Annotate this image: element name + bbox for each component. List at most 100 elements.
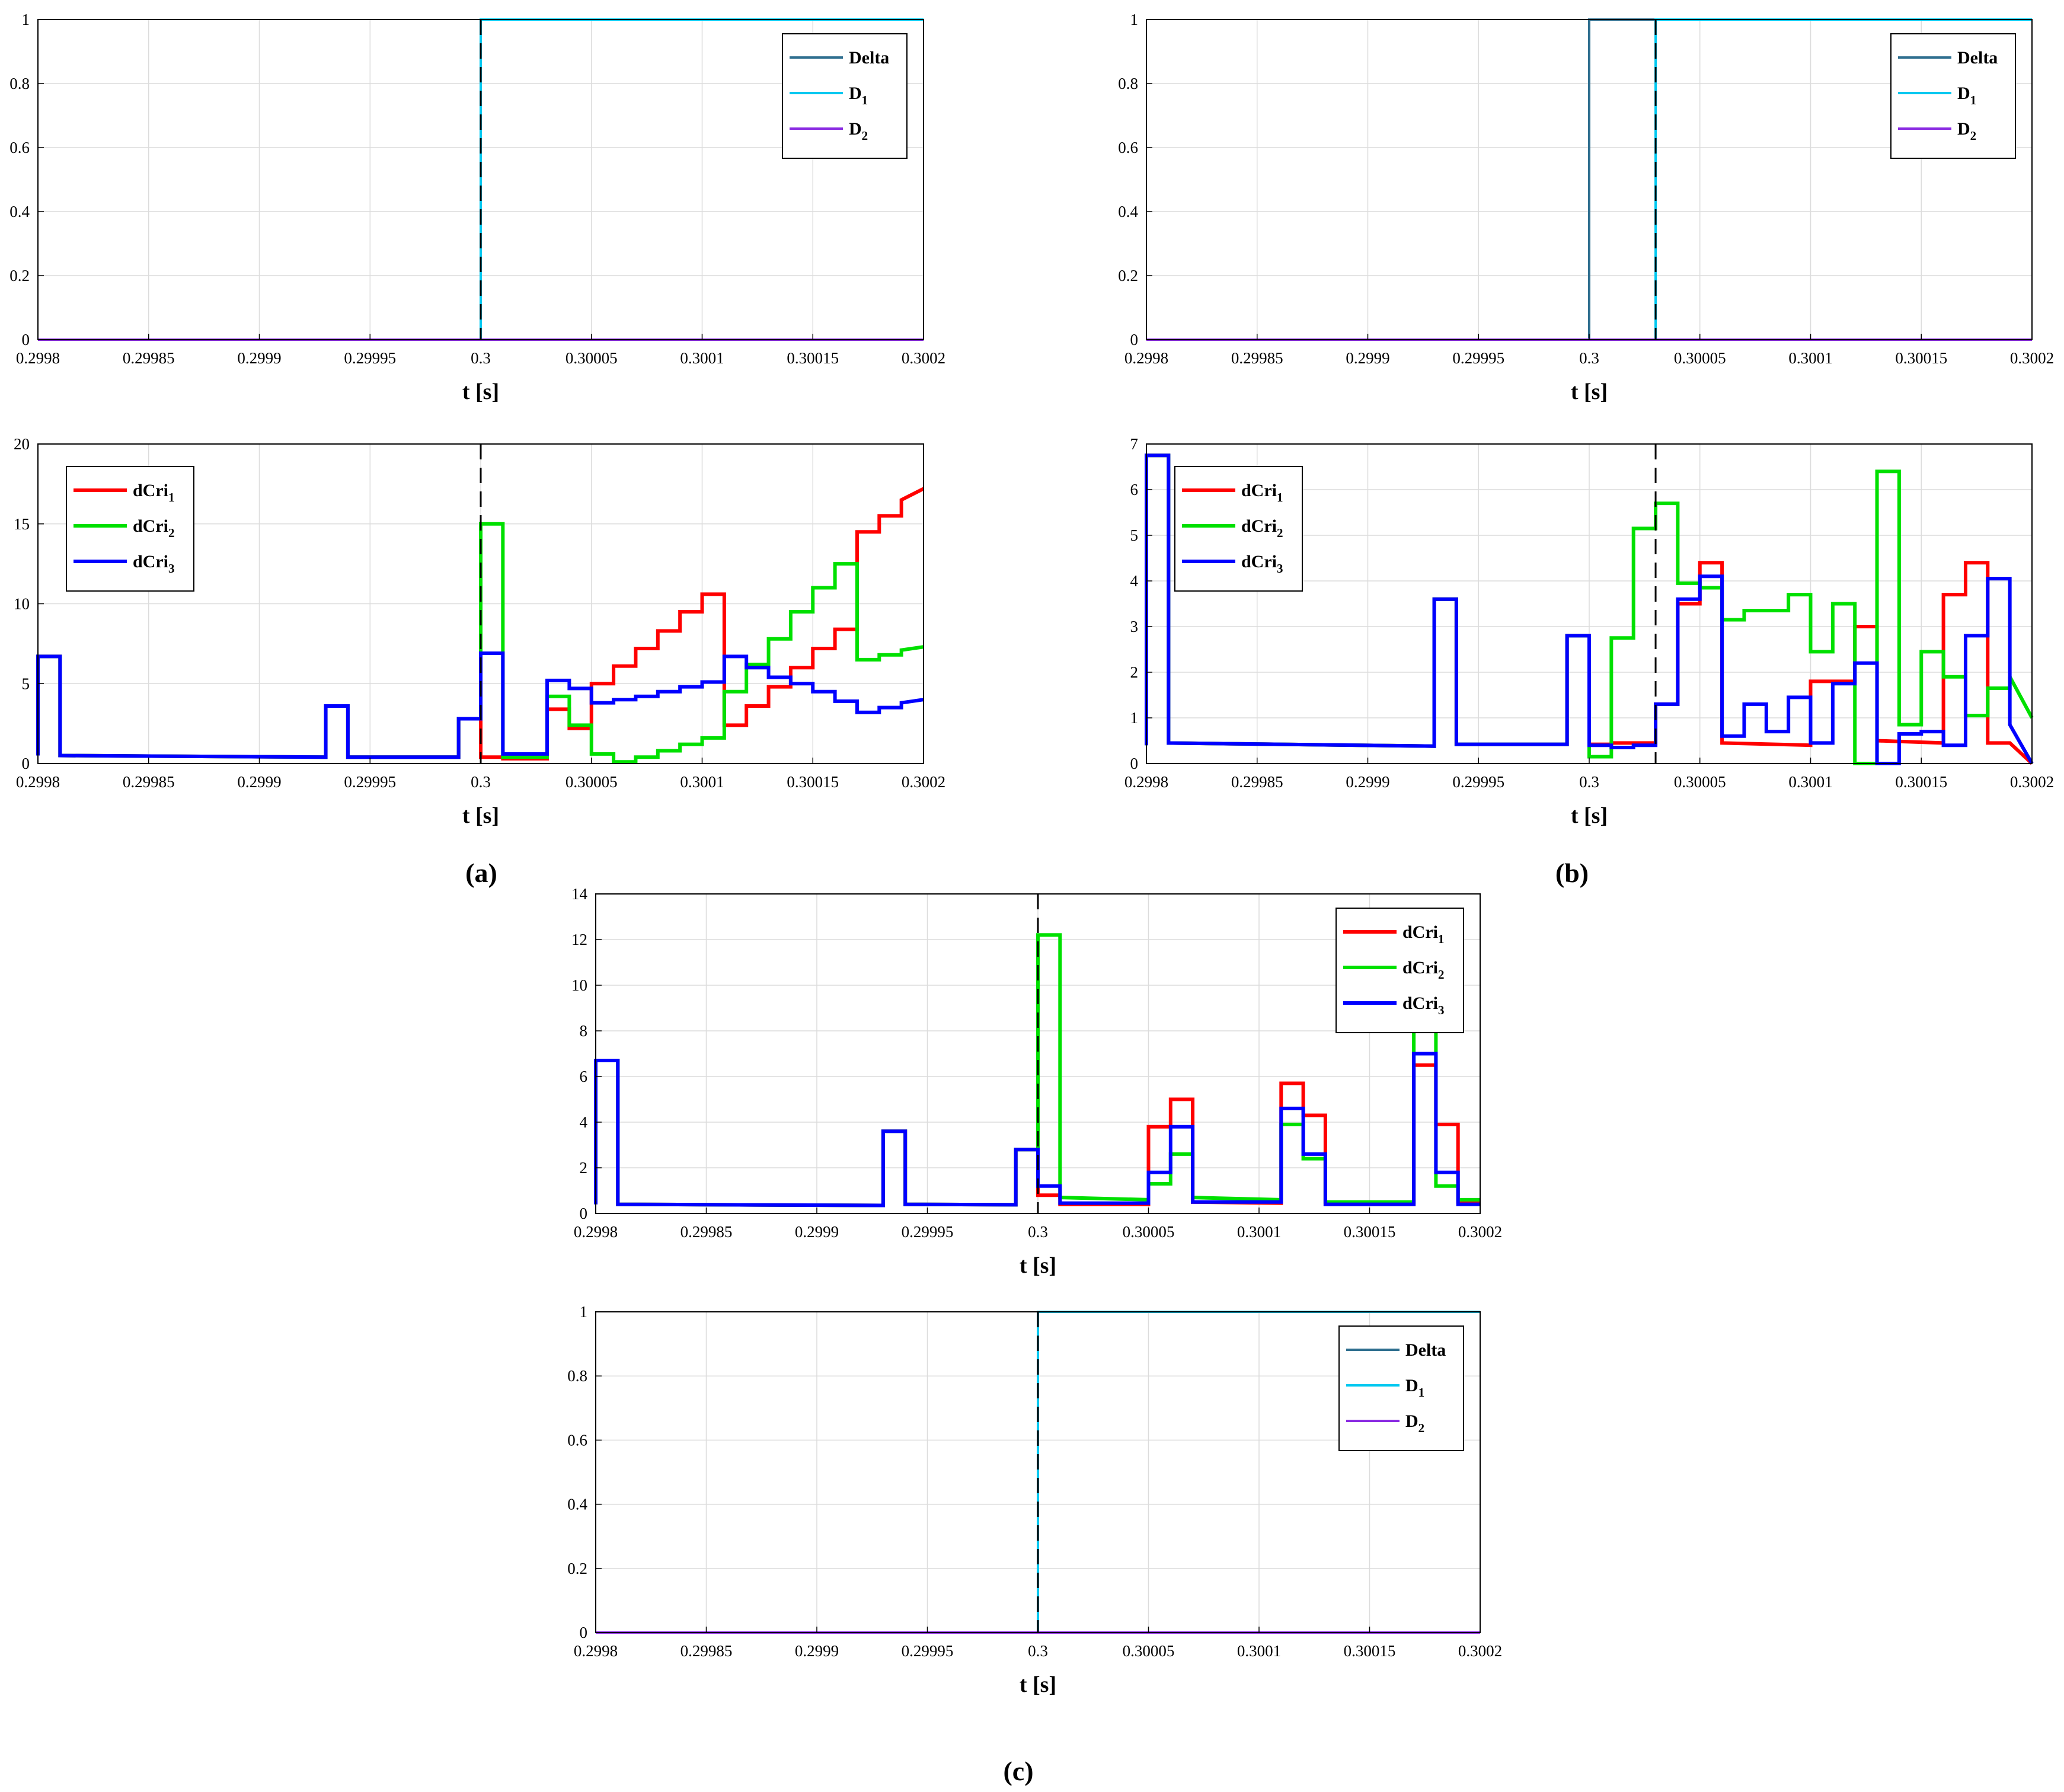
legend-box: [1890, 33, 2016, 159]
x-tick-label: 0.3001: [680, 349, 724, 367]
legend-layer: DeltaD1D2dCri1dCri2dCri3DeltaD1D2dCri1dC…: [66, 33, 2016, 1451]
y-tick-label: 0: [22, 331, 30, 349]
panel-label-b: (b): [1555, 858, 1589, 888]
x-tick-label: 0.30005: [565, 349, 618, 367]
x-tick-label: 0.29985: [1231, 773, 1283, 791]
x-tick-label: 0.3001: [1237, 1223, 1281, 1241]
x-tick-label: 0.29985: [680, 1223, 733, 1241]
x-tick-label: 0.30005: [1123, 1642, 1175, 1660]
legend-label-delta: Delta: [849, 48, 889, 68]
legend-subscript: 1: [168, 490, 175, 504]
x-tick-label: 0.3: [1579, 349, 1599, 367]
x-tick-label: 0.3002: [902, 773, 945, 791]
x-tick-label: 0.3: [1028, 1642, 1048, 1660]
x-tick-label: 0.2999: [795, 1223, 839, 1241]
grid-layer: [37, 19, 2033, 1633]
y-tick-label: 1: [1130, 11, 1139, 28]
x-tick-label: 0.3001: [1237, 1642, 1281, 1660]
x-tick-label: 0.30005: [1123, 1223, 1175, 1241]
y-tick-label: 0: [22, 755, 30, 772]
x-tick-label: 0.3001: [1788, 773, 1832, 791]
y-tick-label: 1: [580, 1303, 588, 1321]
plot-frame: [1146, 19, 2033, 340]
legend-box: [1335, 908, 1464, 1033]
y-tick-label: 6: [1130, 481, 1139, 499]
x-axis-title: t [s]: [1020, 1253, 1056, 1278]
legend-subscript: 1: [1418, 1385, 1425, 1400]
x-tick-label: 0.30015: [1344, 1642, 1396, 1660]
x-tick-label: 0.3001: [1788, 349, 1832, 367]
y-tick-label: 0.2: [567, 1560, 587, 1577]
x-tick-label: 0.3: [1028, 1223, 1048, 1241]
y-tick-label: 0.6: [567, 1431, 587, 1449]
legend-box: [1338, 1325, 1464, 1451]
y-tick-label: 4: [1130, 572, 1139, 590]
x-tick-label: 0.29995: [902, 1223, 954, 1241]
x-tick-label: 0.30005: [1674, 773, 1726, 791]
x-tick-label: 0.30015: [787, 349, 839, 367]
legend-subscript: 2: [168, 526, 175, 540]
y-tick-label: 5: [1130, 526, 1139, 544]
y-tick-label: 0: [580, 1205, 588, 1222]
x-tick-label: 0.2999: [237, 773, 281, 791]
x-tick-label: 0.2999: [1346, 773, 1389, 791]
x-tick-label: 0.3002: [902, 349, 945, 367]
panel-label-c: (c): [1003, 1756, 1033, 1786]
legend-subscript: 2: [1418, 1421, 1425, 1435]
x-tick-label: 0.2998: [574, 1642, 618, 1660]
y-tick-label: 10: [14, 595, 30, 613]
x-tick-label: 0.29985: [680, 1642, 733, 1660]
y-tick-label: 0.4: [567, 1496, 587, 1513]
plot-frame: [1146, 443, 2033, 764]
legend-box: [782, 33, 908, 159]
legend-subscript: 2: [1438, 967, 1445, 982]
x-tick-label: 0.3002: [2010, 773, 2054, 791]
x-tick-label: 0.2998: [1124, 773, 1168, 791]
x-tick-label: 0.29995: [1452, 773, 1504, 791]
x-tick-label: 0.29985: [1231, 349, 1283, 367]
y-tick-label: 0.4: [1118, 203, 1138, 221]
x-tick-label: 0.3: [1579, 773, 1599, 791]
y-tick-label: 8: [580, 1022, 588, 1040]
series-layer: [36, 18, 2034, 1634]
y-tick-label: 1: [22, 11, 30, 28]
legend-subscript: 1: [1438, 932, 1445, 946]
y-tick-label: 0.8: [567, 1367, 587, 1385]
y-tick-label: 7: [1130, 435, 1139, 453]
y-tick-label: 5: [22, 675, 30, 692]
x-tick-label: 0.3002: [2010, 349, 2054, 367]
axes-layer: 0.2998 0.29985 0.2999 0.29995 0.3 0.30005 0.30…: [9, 11, 2054, 1697]
x-tick-label: 0.30015: [1895, 773, 1947, 791]
legend-box: [66, 466, 194, 592]
y-tick-label: 1: [1130, 709, 1139, 727]
x-tick-label: 0.2998: [574, 1223, 618, 1241]
plot-frame: [37, 443, 924, 764]
y-tick-label: 0: [1130, 331, 1139, 349]
x-axis-title: t [s]: [1571, 803, 1608, 828]
plot-frame: [37, 19, 924, 340]
x-tick-label: 0.2999: [795, 1642, 839, 1660]
legend-subscript: 2: [1970, 129, 1977, 143]
y-tick-label: 0.6: [9, 139, 30, 156]
x-tick-label: 0.30015: [1344, 1223, 1396, 1241]
x-tick-label: 0.3002: [1458, 1642, 1502, 1660]
y-tick-label: 0: [580, 1624, 588, 1641]
x-axis-title: t [s]: [462, 379, 499, 404]
x-tick-label: 0.2998: [16, 773, 60, 791]
x-tick-label: 0.2999: [237, 349, 281, 367]
legend-label-delta: Delta: [1957, 48, 1998, 68]
x-tick-label: 0.29985: [123, 773, 175, 791]
x-tick-label: 0.29995: [1452, 349, 1504, 367]
y-tick-label: 2: [1130, 663, 1139, 681]
plot-frame: [595, 1311, 1481, 1633]
y-tick-label: 2: [580, 1159, 588, 1177]
x-tick-label: 0.3001: [680, 773, 724, 791]
y-tick-label: 4: [580, 1113, 588, 1131]
y-tick-label: 0.8: [9, 75, 30, 92]
x-tick-label: 0.2998: [1124, 349, 1168, 367]
legend-subscript: 2: [862, 129, 868, 143]
y-tick-label: 0.6: [1118, 139, 1138, 156]
x-tick-label: 0.29985: [123, 349, 175, 367]
panel-label-a: (a): [465, 858, 497, 888]
